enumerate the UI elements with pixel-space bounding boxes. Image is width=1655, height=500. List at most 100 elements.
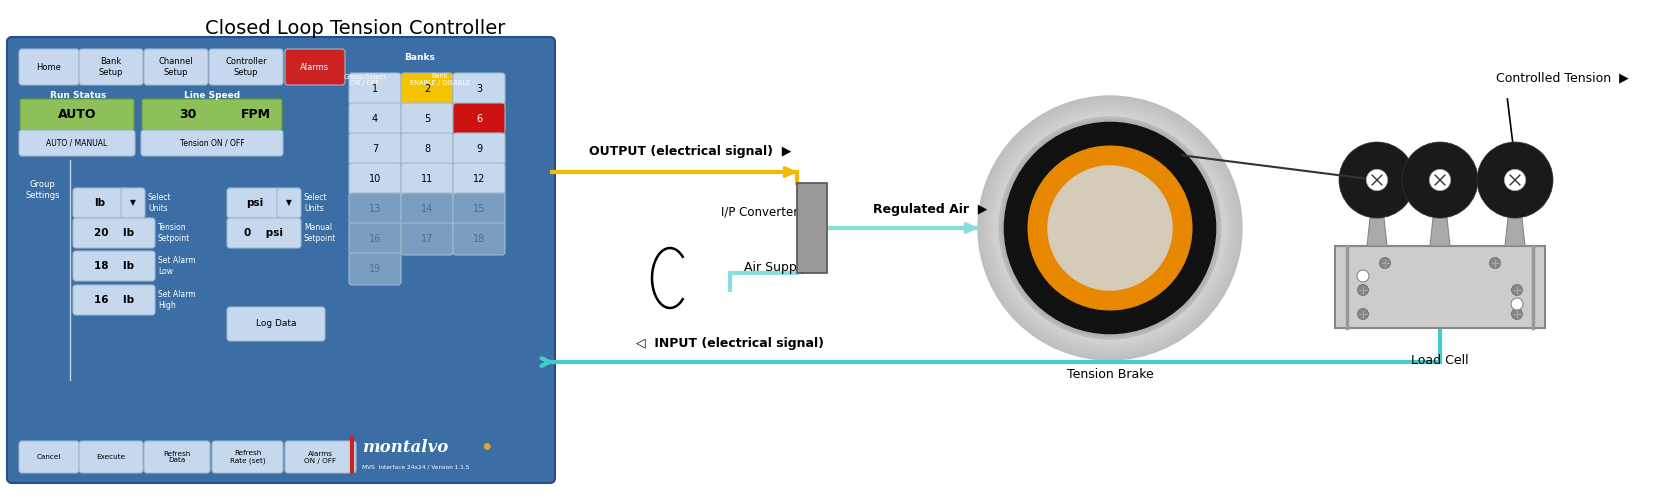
Circle shape: [995, 112, 1226, 344]
Circle shape: [1094, 212, 1125, 244]
Text: Line Speed: Line Speed: [184, 90, 240, 100]
Text: ▼: ▼: [286, 198, 291, 207]
Circle shape: [1102, 220, 1117, 236]
Text: Bank
ENABLE / DISABLE: Bank ENABLE / DISABLE: [410, 74, 470, 86]
Circle shape: [1402, 142, 1478, 218]
Circle shape: [1079, 197, 1142, 259]
Text: 13: 13: [369, 204, 381, 214]
Text: 18    lb: 18 lb: [94, 261, 134, 271]
FancyBboxPatch shape: [20, 99, 134, 130]
FancyBboxPatch shape: [79, 441, 142, 473]
FancyBboxPatch shape: [349, 73, 401, 105]
Text: Air Supply  ▶: Air Supply ▶: [745, 262, 826, 274]
Text: Closed Loop Tension Controller: Closed Loop Tension Controller: [205, 18, 505, 38]
Circle shape: [1005, 122, 1215, 334]
Circle shape: [991, 110, 1228, 346]
Text: Banks: Banks: [404, 54, 435, 62]
Circle shape: [1005, 122, 1216, 334]
FancyBboxPatch shape: [453, 193, 505, 225]
Circle shape: [1010, 128, 1210, 328]
Circle shape: [1380, 258, 1390, 268]
Text: Controller
Setup: Controller Setup: [225, 58, 266, 76]
Circle shape: [988, 106, 1231, 350]
Circle shape: [983, 102, 1236, 354]
Text: 5: 5: [424, 114, 430, 124]
Text: AUTO: AUTO: [58, 108, 96, 121]
Circle shape: [1015, 133, 1205, 323]
Circle shape: [1357, 284, 1369, 296]
FancyBboxPatch shape: [73, 188, 127, 218]
Text: Execute: Execute: [96, 454, 126, 460]
Text: Select
Units: Select Units: [147, 194, 172, 212]
Circle shape: [1026, 144, 1195, 312]
Text: 1: 1: [372, 84, 377, 94]
Text: 3: 3: [477, 84, 482, 94]
Text: 11: 11: [420, 174, 434, 184]
Circle shape: [978, 96, 1241, 360]
FancyBboxPatch shape: [18, 49, 79, 85]
Text: Load Cell: Load Cell: [1412, 354, 1470, 366]
Circle shape: [1044, 162, 1175, 294]
Text: ▼: ▼: [131, 198, 136, 207]
FancyBboxPatch shape: [349, 133, 401, 165]
FancyBboxPatch shape: [349, 103, 401, 135]
Circle shape: [1048, 165, 1173, 291]
Circle shape: [1476, 142, 1552, 218]
FancyBboxPatch shape: [227, 307, 324, 341]
Bar: [798, 183, 828, 273]
Text: 30: 30: [179, 108, 197, 121]
Text: Alarms: Alarms: [301, 62, 329, 72]
FancyBboxPatch shape: [401, 193, 453, 225]
Circle shape: [1357, 270, 1369, 282]
Circle shape: [1101, 218, 1120, 238]
Circle shape: [1089, 208, 1130, 248]
FancyBboxPatch shape: [144, 441, 210, 473]
Circle shape: [1107, 226, 1112, 230]
Text: 15: 15: [473, 204, 485, 214]
FancyBboxPatch shape: [401, 103, 453, 135]
Text: Cancel: Cancel: [36, 454, 61, 460]
FancyBboxPatch shape: [141, 130, 283, 156]
Text: Channel
Setup: Channel Setup: [159, 58, 194, 76]
Circle shape: [1097, 216, 1122, 240]
Text: Home: Home: [36, 62, 61, 72]
Circle shape: [1074, 192, 1147, 264]
FancyBboxPatch shape: [144, 49, 209, 85]
FancyBboxPatch shape: [121, 188, 146, 218]
Text: 19: 19: [369, 264, 381, 274]
Circle shape: [1053, 170, 1168, 285]
Circle shape: [986, 104, 1235, 352]
FancyBboxPatch shape: [227, 188, 283, 218]
Text: MVS  Interface 24x24 / Version 1.1.5: MVS Interface 24x24 / Version 1.1.5: [362, 464, 470, 469]
FancyBboxPatch shape: [453, 223, 505, 255]
Circle shape: [1367, 170, 1387, 190]
Polygon shape: [1504, 218, 1524, 246]
Text: Manual
Setpoint: Manual Setpoint: [305, 224, 336, 242]
FancyBboxPatch shape: [349, 223, 401, 255]
Circle shape: [1001, 120, 1218, 336]
FancyBboxPatch shape: [285, 49, 344, 85]
Circle shape: [1084, 202, 1135, 254]
Circle shape: [1490, 258, 1501, 268]
Circle shape: [1041, 160, 1178, 296]
Text: Tension ON / OFF: Tension ON / OFF: [180, 138, 245, 147]
Text: Refresh
Rate (set): Refresh Rate (set): [230, 450, 265, 464]
Text: Bank
Setup: Bank Setup: [99, 58, 122, 76]
Circle shape: [1511, 308, 1523, 320]
FancyBboxPatch shape: [7, 37, 554, 483]
Circle shape: [1067, 186, 1152, 270]
Text: 6: 6: [477, 114, 482, 124]
Text: OUTPUT (electrical signal)  ▶: OUTPUT (electrical signal) ▶: [589, 146, 791, 158]
FancyBboxPatch shape: [453, 73, 505, 105]
Circle shape: [1018, 136, 1202, 320]
Circle shape: [1039, 157, 1182, 299]
Circle shape: [1021, 138, 1200, 318]
Circle shape: [1430, 170, 1451, 190]
Circle shape: [1071, 189, 1149, 267]
Circle shape: [1028, 146, 1192, 310]
Text: Group
Settings: Group Settings: [25, 180, 60, 200]
Circle shape: [996, 114, 1223, 342]
Text: psi: psi: [247, 198, 263, 208]
Polygon shape: [1367, 218, 1387, 246]
Text: 7: 7: [372, 144, 377, 154]
